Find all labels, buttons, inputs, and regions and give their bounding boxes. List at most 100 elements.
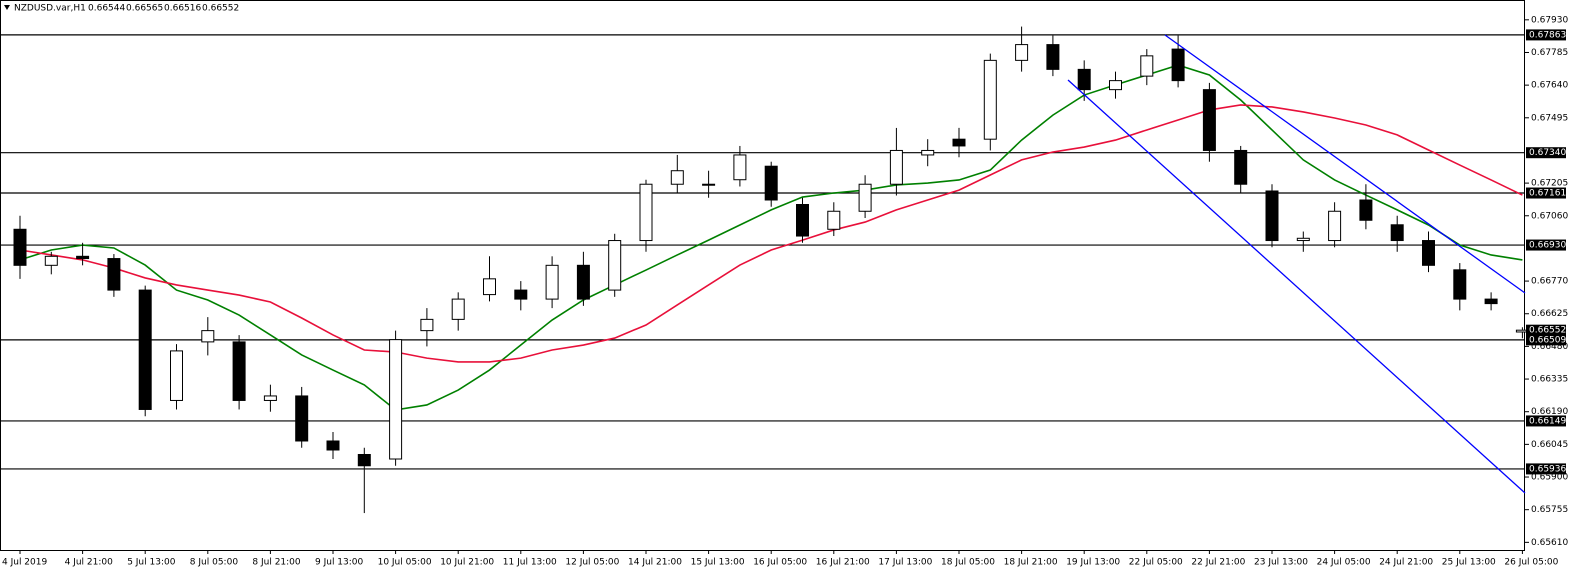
candle-body [1390, 224, 1404, 242]
y-tick-label: 0.67495 [1531, 113, 1568, 123]
x-tick-label: 14 Jul 21:00 [628, 558, 682, 568]
level-box [1526, 463, 1566, 475]
candle-body [858, 183, 872, 212]
candle-body [1422, 240, 1435, 266]
level-label: 0.67863 [1529, 30, 1566, 40]
x-tick-label: 24 Jul 21:00 [1379, 558, 1433, 568]
header-price: 0.66516 [164, 4, 201, 14]
x-tick-label: 8 Jul 05:00 [190, 558, 239, 568]
candle-body [483, 278, 496, 296]
candle-body [76, 255, 90, 260]
candle-body [1109, 80, 1122, 91]
candle-body [451, 298, 465, 320]
candle-body [263, 395, 277, 401]
candle-body [733, 154, 747, 181]
y-tick-label: 0.65755 [1531, 505, 1568, 515]
y-tick-label: 0.65900 [1531, 473, 1568, 483]
candle-body [545, 264, 559, 300]
plot [0, 26, 1529, 514]
candle-body [952, 138, 966, 147]
level-label: 0.65936 [1529, 464, 1566, 474]
candle-body [576, 264, 590, 300]
level-label: 0.66509 [1529, 335, 1566, 345]
channel-lower [1067, 79, 1526, 494]
candle-body [1140, 55, 1154, 77]
candle-body [514, 289, 528, 300]
y-tick-label: 0.66625 [1531, 309, 1568, 319]
x-tick-label: 16 Jul 05:00 [753, 558, 807, 568]
x-tick-label: 5 Jul 13:00 [127, 558, 176, 568]
y-tick-label: 0.67930 [1531, 15, 1568, 25]
candle-body [670, 170, 684, 185]
candle-body [983, 59, 997, 140]
x-tick-label: 12 Jul 05:00 [565, 558, 619, 568]
symbol: NZDUSD.var,H1 [14, 4, 86, 14]
plot-frame [0, 0, 1525, 551]
candle-body [1328, 210, 1342, 242]
y-tick-label: 0.67205 [1531, 179, 1568, 189]
candle-body [389, 339, 403, 460]
x-tick-label: 4 Jul 21:00 [65, 558, 114, 568]
candle-body [1234, 149, 1248, 185]
y-tick-label: 0.67640 [1531, 81, 1568, 91]
candle-body [107, 258, 121, 291]
level-box [1526, 147, 1566, 159]
level-label: 0.67340 [1529, 148, 1566, 158]
x-tick-label: 8 Jul 21:00 [252, 558, 301, 568]
y-tick-label: 0.66045 [1531, 440, 1568, 450]
current-price-box [1526, 324, 1566, 336]
x-tick-label: 18 Jul 21:00 [1004, 558, 1058, 568]
y-tick-label: 0.66480 [1531, 342, 1568, 352]
candle-body [608, 240, 622, 291]
moving-average [19, 104, 1523, 363]
candle-body [13, 228, 27, 266]
candle-body [1359, 199, 1373, 221]
candle-body [295, 395, 309, 442]
candle-body [1015, 44, 1029, 61]
candle-body [889, 149, 903, 185]
candle-body [326, 440, 340, 451]
x-tick-label: 16 Jul 21:00 [816, 558, 870, 568]
x-tick-label: 22 Jul 05:00 [1129, 558, 1183, 568]
level-labels: 0.67863 0.67340 0.67161 0.66930 0.66509 0.661… [1526, 29, 1566, 475]
x-tick-label: 22 Jul 21:00 [1191, 558, 1245, 568]
level-label: 0.67161 [1529, 189, 1566, 199]
x-tick-label: 18 Jul 05:00 [941, 558, 995, 568]
y-tick-label: 0.66190 [1531, 407, 1568, 417]
current-price-label: 0.66552 [1529, 326, 1566, 336]
x-tick-label: 23 Jul 13:00 [1254, 558, 1308, 568]
x-tick-label: 10 Jul 21:00 [440, 558, 494, 568]
x-tick-label: 24 Jul 05:00 [1317, 558, 1371, 568]
level-label: 0.66930 [1529, 241, 1566, 251]
candle-body [138, 289, 152, 410]
candle-body [357, 454, 371, 467]
candle-body [44, 255, 58, 266]
candle-body [702, 183, 716, 186]
y-tick-label: 0.65610 [1531, 538, 1568, 548]
candle-body [420, 318, 434, 332]
level-box [1526, 415, 1566, 427]
x-tick-label: 11 Jul 13:00 [503, 558, 557, 568]
candle-body [1484, 298, 1498, 305]
candle-body [1171, 48, 1185, 82]
x-tick-label: 19 Jul 13:00 [1066, 558, 1120, 568]
level-box [1526, 29, 1566, 41]
candle-body [1296, 237, 1310, 242]
candle-body [921, 149, 935, 156]
x-tick-label: 4 Jul 2019 [2, 558, 47, 568]
candle-body [796, 204, 809, 237]
y-tick-label: 0.67060 [1531, 211, 1568, 221]
candle-body [639, 183, 653, 242]
candle-body [170, 350, 183, 401]
candle-body [1453, 269, 1467, 300]
x-tick-label: 9 Jul 13:00 [315, 558, 364, 568]
menu-triangle [4, 5, 10, 10]
candle-body [1202, 89, 1216, 151]
y-axis: 0.67930 0.67785 0.67640 0.67495 0.67205 0.670… [1525, 15, 1568, 548]
candle-body [1077, 68, 1091, 91]
candle-body [827, 210, 841, 230]
header-price: 0.66565 [126, 4, 163, 14]
channel-upper [1164, 34, 1526, 294]
candle-body [764, 165, 778, 201]
